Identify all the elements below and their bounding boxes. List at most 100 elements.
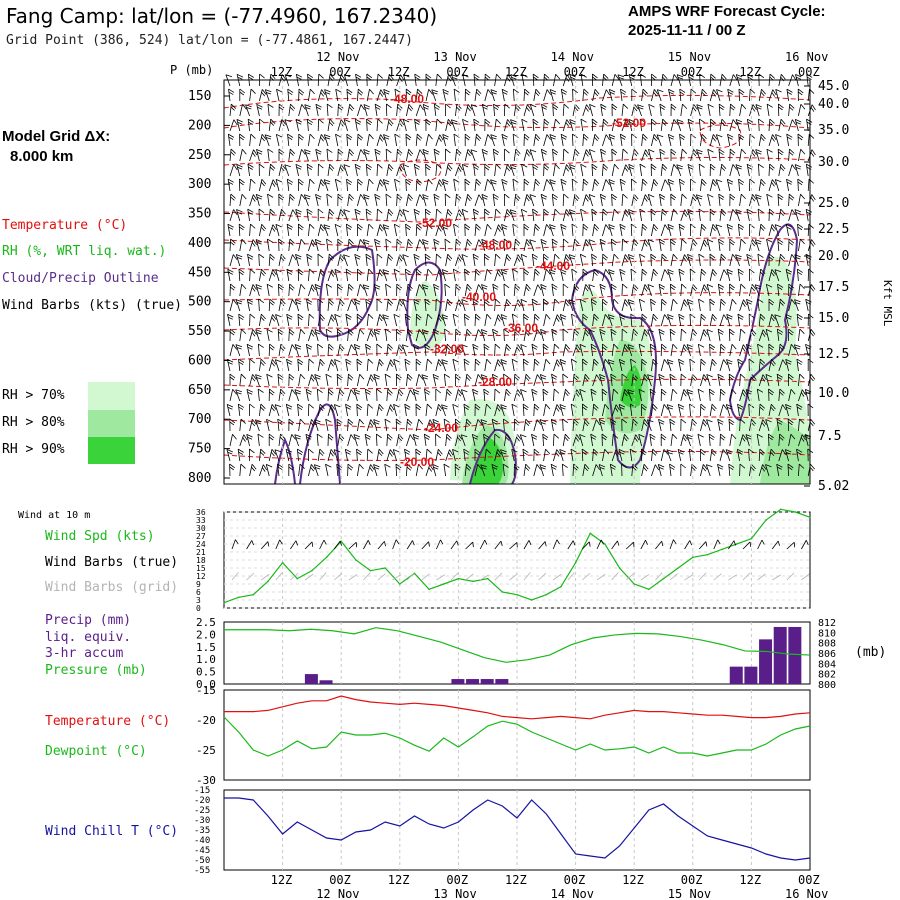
wind-barb-feather	[230, 148, 236, 154]
wind-barb	[297, 313, 304, 327]
wind-barb-feather	[380, 134, 385, 141]
wind-barb-feather	[641, 271, 647, 276]
wind-barb-feather	[397, 106, 402, 111]
wind-barb-staff	[288, 209, 294, 222]
model-grid-label: Model Grid ΔX:	[2, 128, 111, 145]
wind-barb-feather	[251, 419, 257, 425]
wind-barb-staff	[695, 194, 701, 207]
wind-barb-feather	[491, 92, 497, 95]
wind-barb	[303, 194, 311, 207]
wind-barb-staff	[274, 359, 280, 372]
wind-barb-feather	[454, 463, 461, 469]
wind-barb-feather	[249, 448, 255, 454]
wind-barb-feather	[455, 466, 460, 471]
wind-barb-feather	[455, 376, 460, 381]
wind-barb	[364, 433, 371, 447]
wind-barb-staff	[452, 404, 456, 417]
wind-barb-staff	[308, 179, 311, 192]
wind-barb-feather	[432, 418, 439, 423]
wind-barb-staff	[519, 434, 525, 447]
wind-barb-staff	[512, 269, 515, 282]
wind-barb-staff	[227, 314, 231, 327]
wind-barb-feather	[492, 421, 498, 425]
wind-barb-feather	[319, 403, 325, 410]
temperature-contour	[223, 259, 811, 276]
wind-barb-feather	[249, 268, 256, 274]
wind-barb-feather	[456, 106, 461, 111]
wind-barb-feather	[554, 208, 560, 215]
wind-barb-feather	[287, 133, 294, 138]
wind-barb-feather	[236, 118, 243, 123]
wind-barb-feather	[417, 88, 423, 94]
wind-barb-staff	[376, 224, 381, 237]
wind-barb-feather	[414, 76, 420, 80]
wind-barb	[424, 298, 431, 312]
wind-barb-staff	[286, 314, 290, 327]
wind-barb	[533, 448, 540, 462]
wind-barb-staff	[651, 134, 655, 147]
wind-barb-staff	[406, 194, 409, 207]
wind-barb	[345, 268, 352, 282]
wind-barb	[543, 208, 549, 222]
wind-barb	[249, 313, 256, 327]
wind-barb-feather	[523, 268, 530, 274]
wind-barb	[422, 239, 429, 252]
wind-barb-feather	[225, 74, 233, 78]
wind-barb-feather	[364, 197, 370, 200]
cloud-outline	[406, 261, 443, 349]
wind-barb	[401, 344, 409, 357]
wind-barb-feather	[389, 449, 395, 456]
wind-barb	[461, 254, 468, 267]
wind-barb	[259, 448, 266, 462]
wind-barb	[298, 463, 305, 477]
wind-barb-feather	[256, 377, 262, 380]
wind-barb	[641, 268, 648, 282]
wind-barb-staff	[464, 284, 468, 297]
wind-barb	[553, 208, 560, 222]
wind-barb-feather	[425, 256, 430, 261]
wind-barb	[246, 343, 254, 357]
wind-barb-feather	[524, 133, 530, 139]
wind-barb-staff	[295, 254, 299, 267]
wind-barb	[227, 178, 234, 192]
wind-barb-feather	[315, 286, 321, 290]
wind-barb-feather	[497, 314, 503, 321]
wind-barb-feather	[252, 329, 257, 335]
wind-barb-feather	[295, 392, 301, 395]
wind-barb-staff	[392, 449, 397, 462]
wind-barb-staff	[249, 179, 252, 192]
wind-barb-feather	[416, 91, 422, 96]
wind-barb-staff	[267, 104, 270, 117]
wind-barb-staff	[541, 104, 544, 117]
wind-barb-feather	[385, 238, 392, 243]
wind-barb	[366, 268, 374, 282]
wind-barb-feather	[328, 256, 333, 261]
wind-barb	[551, 238, 558, 252]
wind-barb-feather	[319, 271, 324, 277]
wind-barb-feather	[453, 88, 460, 93]
forecast-cycle-label: AMPS WRF Forecast Cycle:	[628, 3, 826, 20]
wind-barb-feather	[437, 451, 442, 457]
wind-barb-staff	[559, 314, 564, 327]
wind-barb-feather	[383, 272, 389, 275]
wind-barb-feather	[554, 298, 560, 304]
wind-barb	[386, 253, 394, 267]
wind-barb-feather	[442, 224, 449, 228]
wind-barb-feather	[425, 163, 431, 169]
wind-barb-feather	[247, 298, 254, 303]
wind-barb-feather	[385, 328, 391, 333]
wind-barb-feather	[457, 257, 462, 262]
wind-barb-feather	[531, 436, 537, 440]
wind-barb-feather	[269, 211, 274, 216]
wind-barb-feather	[324, 227, 330, 230]
wind-barb-staff	[660, 179, 666, 192]
wind-barb-feather	[525, 376, 530, 382]
wind-barb-staff	[259, 224, 263, 237]
wind-barb	[433, 283, 440, 297]
wind-barb-staff	[425, 314, 429, 327]
wind-barb-staff	[628, 164, 633, 177]
wind-barb-staff	[474, 89, 478, 102]
wind-barb	[373, 464, 380, 477]
wind-barb-staff	[494, 299, 496, 312]
legend-temperature: Temperature (°C)	[2, 218, 128, 233]
